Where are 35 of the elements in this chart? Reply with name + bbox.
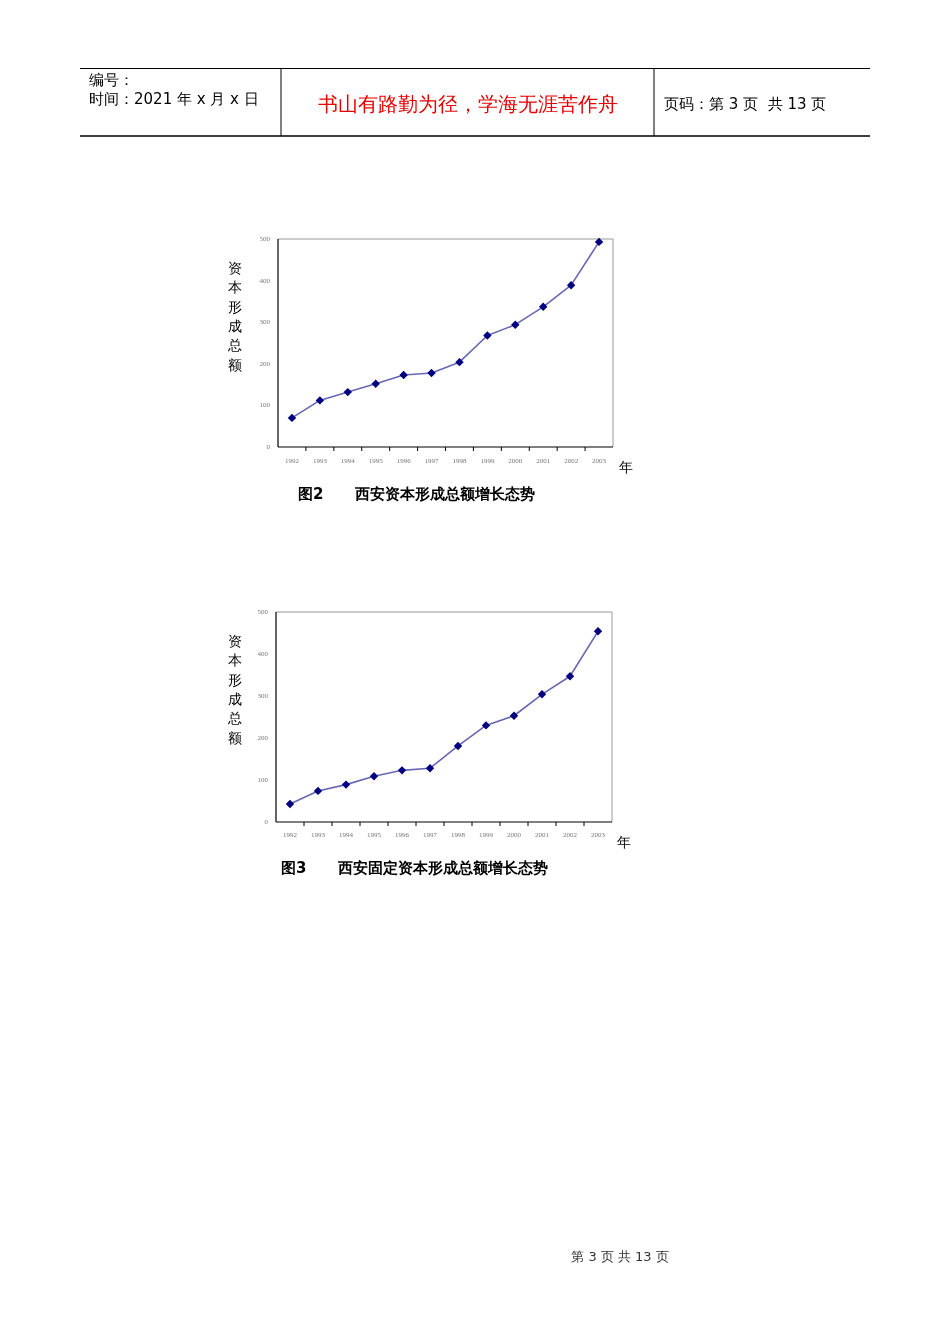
point [566,280,576,290]
point [371,379,380,388]
point [453,741,463,751]
text: 第 3 页 共 13 页 [571,1249,669,1264]
text: 编号： [89,71,134,89]
point [539,302,548,312]
text: 图2 西安资本形成总额增长态势 [298,485,535,503]
text: 时间：2021 年 x 月 x 日 [89,90,259,108]
point [481,721,491,730]
point [455,357,464,367]
point [511,320,520,329]
point [565,672,575,681]
point [427,368,436,378]
point [285,799,295,809]
y-axis-title: 资本形成总额 [227,633,242,746]
point [483,331,492,340]
x-axis-title: 年 [617,834,631,850]
point [537,690,547,699]
y-axis-title: 资本形成总额 [227,260,242,373]
text: 书山有路勤为径，学海无涯苦作舟 [318,92,618,116]
point [397,766,407,775]
x-axis-title: 年 [619,459,633,475]
point [594,237,604,247]
point [341,780,351,789]
text: 页码：第 3 页 共 13 页 [664,95,827,113]
point [593,627,603,636]
point [425,764,435,773]
text: 图3 西安固定资本形成总额增长态势 [281,859,548,877]
point [509,711,519,720]
point [313,786,323,796]
point [343,387,352,397]
point [369,772,379,781]
point [315,396,325,405]
point [399,370,408,380]
point [287,413,297,423]
